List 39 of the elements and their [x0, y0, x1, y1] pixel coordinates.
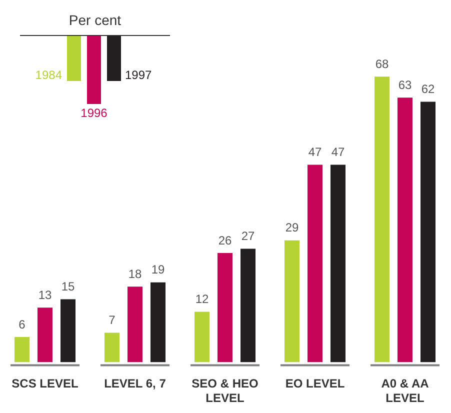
data-label: 15: [61, 280, 76, 294]
text: 1997: [125, 68, 152, 82]
bar: [218, 252, 232, 362]
data-label: 6: [18, 317, 26, 332]
data-label: 62: [421, 82, 436, 96]
bar: [38, 308, 52, 362]
data-label: 47: [331, 145, 346, 160]
bar: [60, 299, 76, 362]
data-label: 68: [375, 56, 389, 71]
data-label: 13: [38, 288, 52, 302]
legend-title: Per cent: [68, 12, 122, 28]
x-tick-label: SEO & HEO LEVEL: [192, 376, 258, 406]
data-label: 18: [128, 266, 142, 281]
x-tick-label: SCS LEVEL: [12, 376, 78, 391]
x-tick-label: A0 & AA LEVEL: [381, 376, 430, 406]
bar: [330, 164, 346, 362]
bar: [14, 336, 30, 362]
bar: [240, 248, 256, 362]
data-label: 7: [108, 313, 116, 328]
bar: [128, 286, 142, 362]
data-label: 12: [195, 292, 209, 306]
data-label: 26: [218, 233, 232, 248]
bar: [150, 282, 166, 362]
bar: [104, 332, 120, 362]
x-tick-label: EO LEVEL: [285, 376, 345, 391]
text: 1996: [80, 106, 108, 120]
bar: [194, 312, 210, 362]
text: 1984: [35, 68, 62, 82]
bar: [398, 98, 412, 362]
bar: [308, 164, 322, 362]
bar: [420, 102, 436, 362]
data-label: 47: [308, 145, 322, 160]
data-label: 29: [285, 220, 299, 235]
data-label: 63: [398, 78, 412, 92]
data-label: 19: [151, 262, 166, 277]
bar: [374, 76, 390, 362]
bar: [284, 240, 300, 362]
data-label: 27: [241, 229, 256, 244]
x-tick-label: LEVEL 6, 7: [104, 376, 166, 391]
